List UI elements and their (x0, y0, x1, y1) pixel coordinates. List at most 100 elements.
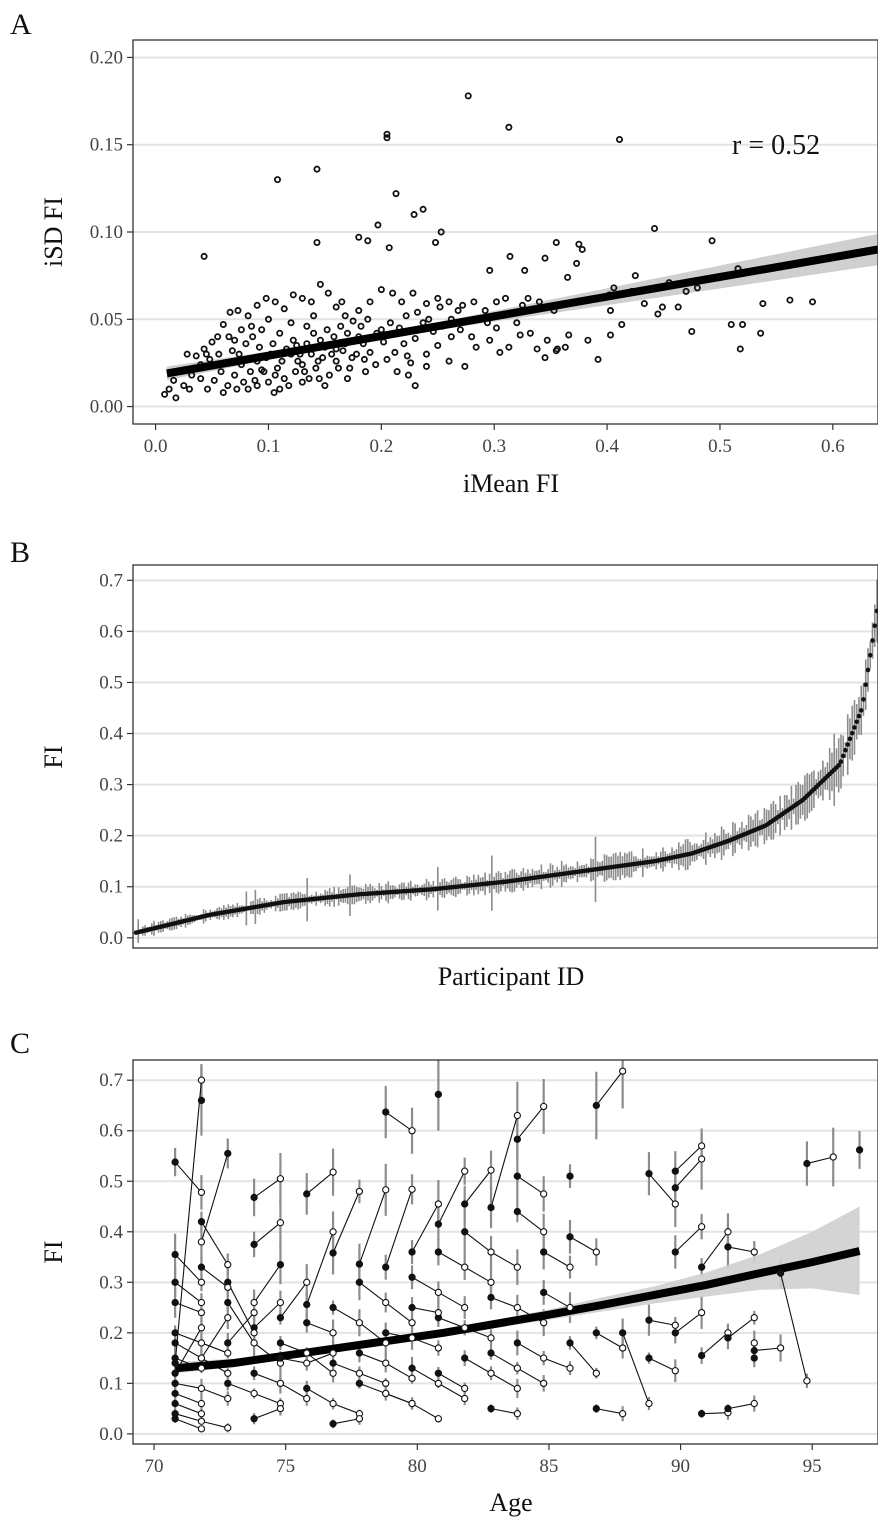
panel-c-x-tick-label: 75 (276, 1456, 295, 1477)
panel-a-x-axis-title: iMean FI (463, 469, 559, 498)
panel-c-followup-point (618, 1344, 627, 1352)
panel-c-y-tick-label: 0.4 (99, 1222, 123, 1243)
panel-a-data-point (285, 382, 293, 390)
panel-a-data-point (185, 385, 193, 393)
panel-c-followup-point (250, 1329, 258, 1337)
panel-c-followup-point (461, 1303, 469, 1312)
panel-b-participant-mean (843, 747, 848, 753)
panel-c-x-axis-title: Age (489, 1488, 532, 1517)
panel-a-data-point (521, 266, 529, 274)
panel-c-first-visit-point (671, 1167, 679, 1175)
panel-b-y-axis-title: FI (39, 745, 68, 768)
panel-c-first-visit-point (329, 1303, 337, 1312)
panel-a-data-point (472, 343, 480, 351)
panel-c-followup-point (487, 1166, 495, 1174)
panel-a-data-point (314, 357, 322, 365)
panel-a-data-point (338, 298, 346, 306)
panel-c-error-bars (174, 1060, 861, 1433)
panel-c-first-visit-point (803, 1159, 811, 1168)
panel-a-data-point (217, 368, 225, 376)
panel-c-first-visit-point (382, 1263, 390, 1271)
panel-c-first-visit-point (276, 1314, 285, 1322)
panel-a-y-tick-label: 0.20 (90, 47, 123, 68)
panel-c-followup-point (697, 1155, 706, 1163)
panel-c-first-visit-point (540, 1248, 548, 1256)
panel-c-trajectory-line (332, 1418, 360, 1425)
panel-c-followup-point (276, 1404, 285, 1413)
panel-a-data-point (219, 321, 227, 329)
panel-a-data-point (364, 237, 372, 245)
panel-c-followup-point (197, 1364, 206, 1372)
panel-a-data-point (273, 176, 281, 184)
panel-c-followup-point (408, 1127, 416, 1135)
panel-a-points (161, 92, 817, 402)
panel-a-data-point (240, 378, 248, 386)
panel-c-trajectory-line (701, 1412, 728, 1415)
panel-a-y-tick-label: 0.10 (90, 222, 123, 243)
panel-a-data-point (400, 340, 408, 348)
panel-c-followup-point (197, 1076, 206, 1084)
panel-a-data-point (392, 190, 400, 198)
panel-c-trajectory-line (174, 1418, 202, 1430)
panel-c-first-visit-point (671, 1248, 679, 1256)
panel-c-first-visit-point (566, 1233, 574, 1241)
panel-c-trajectory-line (306, 1171, 334, 1195)
panel-a-data-point (170, 376, 178, 384)
panel-a-data-point (411, 334, 419, 342)
panel-a-data-point (402, 312, 410, 320)
panel-c-followup-point (540, 1354, 548, 1362)
panel-a-data-point (366, 348, 374, 356)
panel-a-data-point (303, 322, 311, 330)
panel-c-followup-point (329, 1349, 337, 1357)
panel-c-first-visit-point (434, 1369, 443, 1377)
panel-b-y-tick-label: 0.4 (99, 724, 123, 745)
panel-c-first-visit-point (461, 1228, 469, 1236)
panel-a-data-point (445, 298, 453, 306)
panel-b-participant-mean (838, 759, 844, 764)
panel-c-followup-point (329, 1168, 337, 1176)
panel-c-first-visit-point (224, 1149, 232, 1158)
panel-c-first-visit-point (513, 1172, 521, 1180)
panel-a-data-point (513, 319, 521, 327)
panel-a-data-point (470, 298, 478, 306)
panel-c-first-visit-point (750, 1346, 758, 1355)
panel-a-data-point (505, 123, 513, 131)
panel-a-data-point (464, 92, 472, 100)
panel-a-data-point (273, 364, 281, 372)
panel-c-first-visit-point (487, 1404, 495, 1413)
panel-c-first-visit-point (724, 1243, 732, 1251)
panel-c-followup-point (224, 1349, 232, 1357)
panel-c-trajectories (174, 1070, 834, 1430)
panel-c-followup-point (197, 1417, 206, 1425)
panel-c-x-ticks: 70 75 80 85 90 95 (145, 1444, 822, 1477)
panel-a-data-point (249, 333, 257, 341)
panel-a-data-point (447, 333, 455, 341)
panel-c-first-visit-point (513, 1135, 521, 1143)
panel-a-letter: A (10, 8, 32, 41)
panel-c-first-visit-point (171, 1379, 179, 1388)
panel-c-trajectory-line (648, 1357, 676, 1372)
panel-a-data-point (237, 326, 245, 334)
panel-a-data-point (330, 333, 338, 341)
panel-c-trajectory-line (622, 1332, 650, 1404)
panel-a-data-point (224, 382, 232, 390)
panel-a-data-point (640, 300, 648, 308)
panel-a-data-point (262, 294, 270, 302)
panel-c-first-visit-point (724, 1404, 732, 1413)
panel-b-x-axis-title: Participant ID (438, 962, 585, 991)
panel-b-participant-mean (865, 667, 871, 673)
panel-c-trajectory-line (727, 1317, 755, 1339)
panel-a-data-point (786, 296, 794, 304)
panel-a-data-point (234, 307, 242, 315)
panel-c-followup-point (750, 1399, 758, 1408)
panel-c-trajectory-line (174, 1302, 202, 1314)
panel-c-first-visit-point (329, 1359, 337, 1367)
panel-a-data-point (654, 310, 662, 318)
panel-b-error-bars (135, 579, 878, 943)
panel-c-followup-point (671, 1200, 679, 1208)
panel-c-y-tick-label: 0.3 (99, 1272, 123, 1293)
panel-c-first-visit-point (513, 1339, 521, 1347)
panel-c-trajectory-line (385, 1111, 413, 1132)
panel-c-first-visit-point (592, 1404, 600, 1413)
panel-c-first-visit-point (671, 1184, 679, 1192)
